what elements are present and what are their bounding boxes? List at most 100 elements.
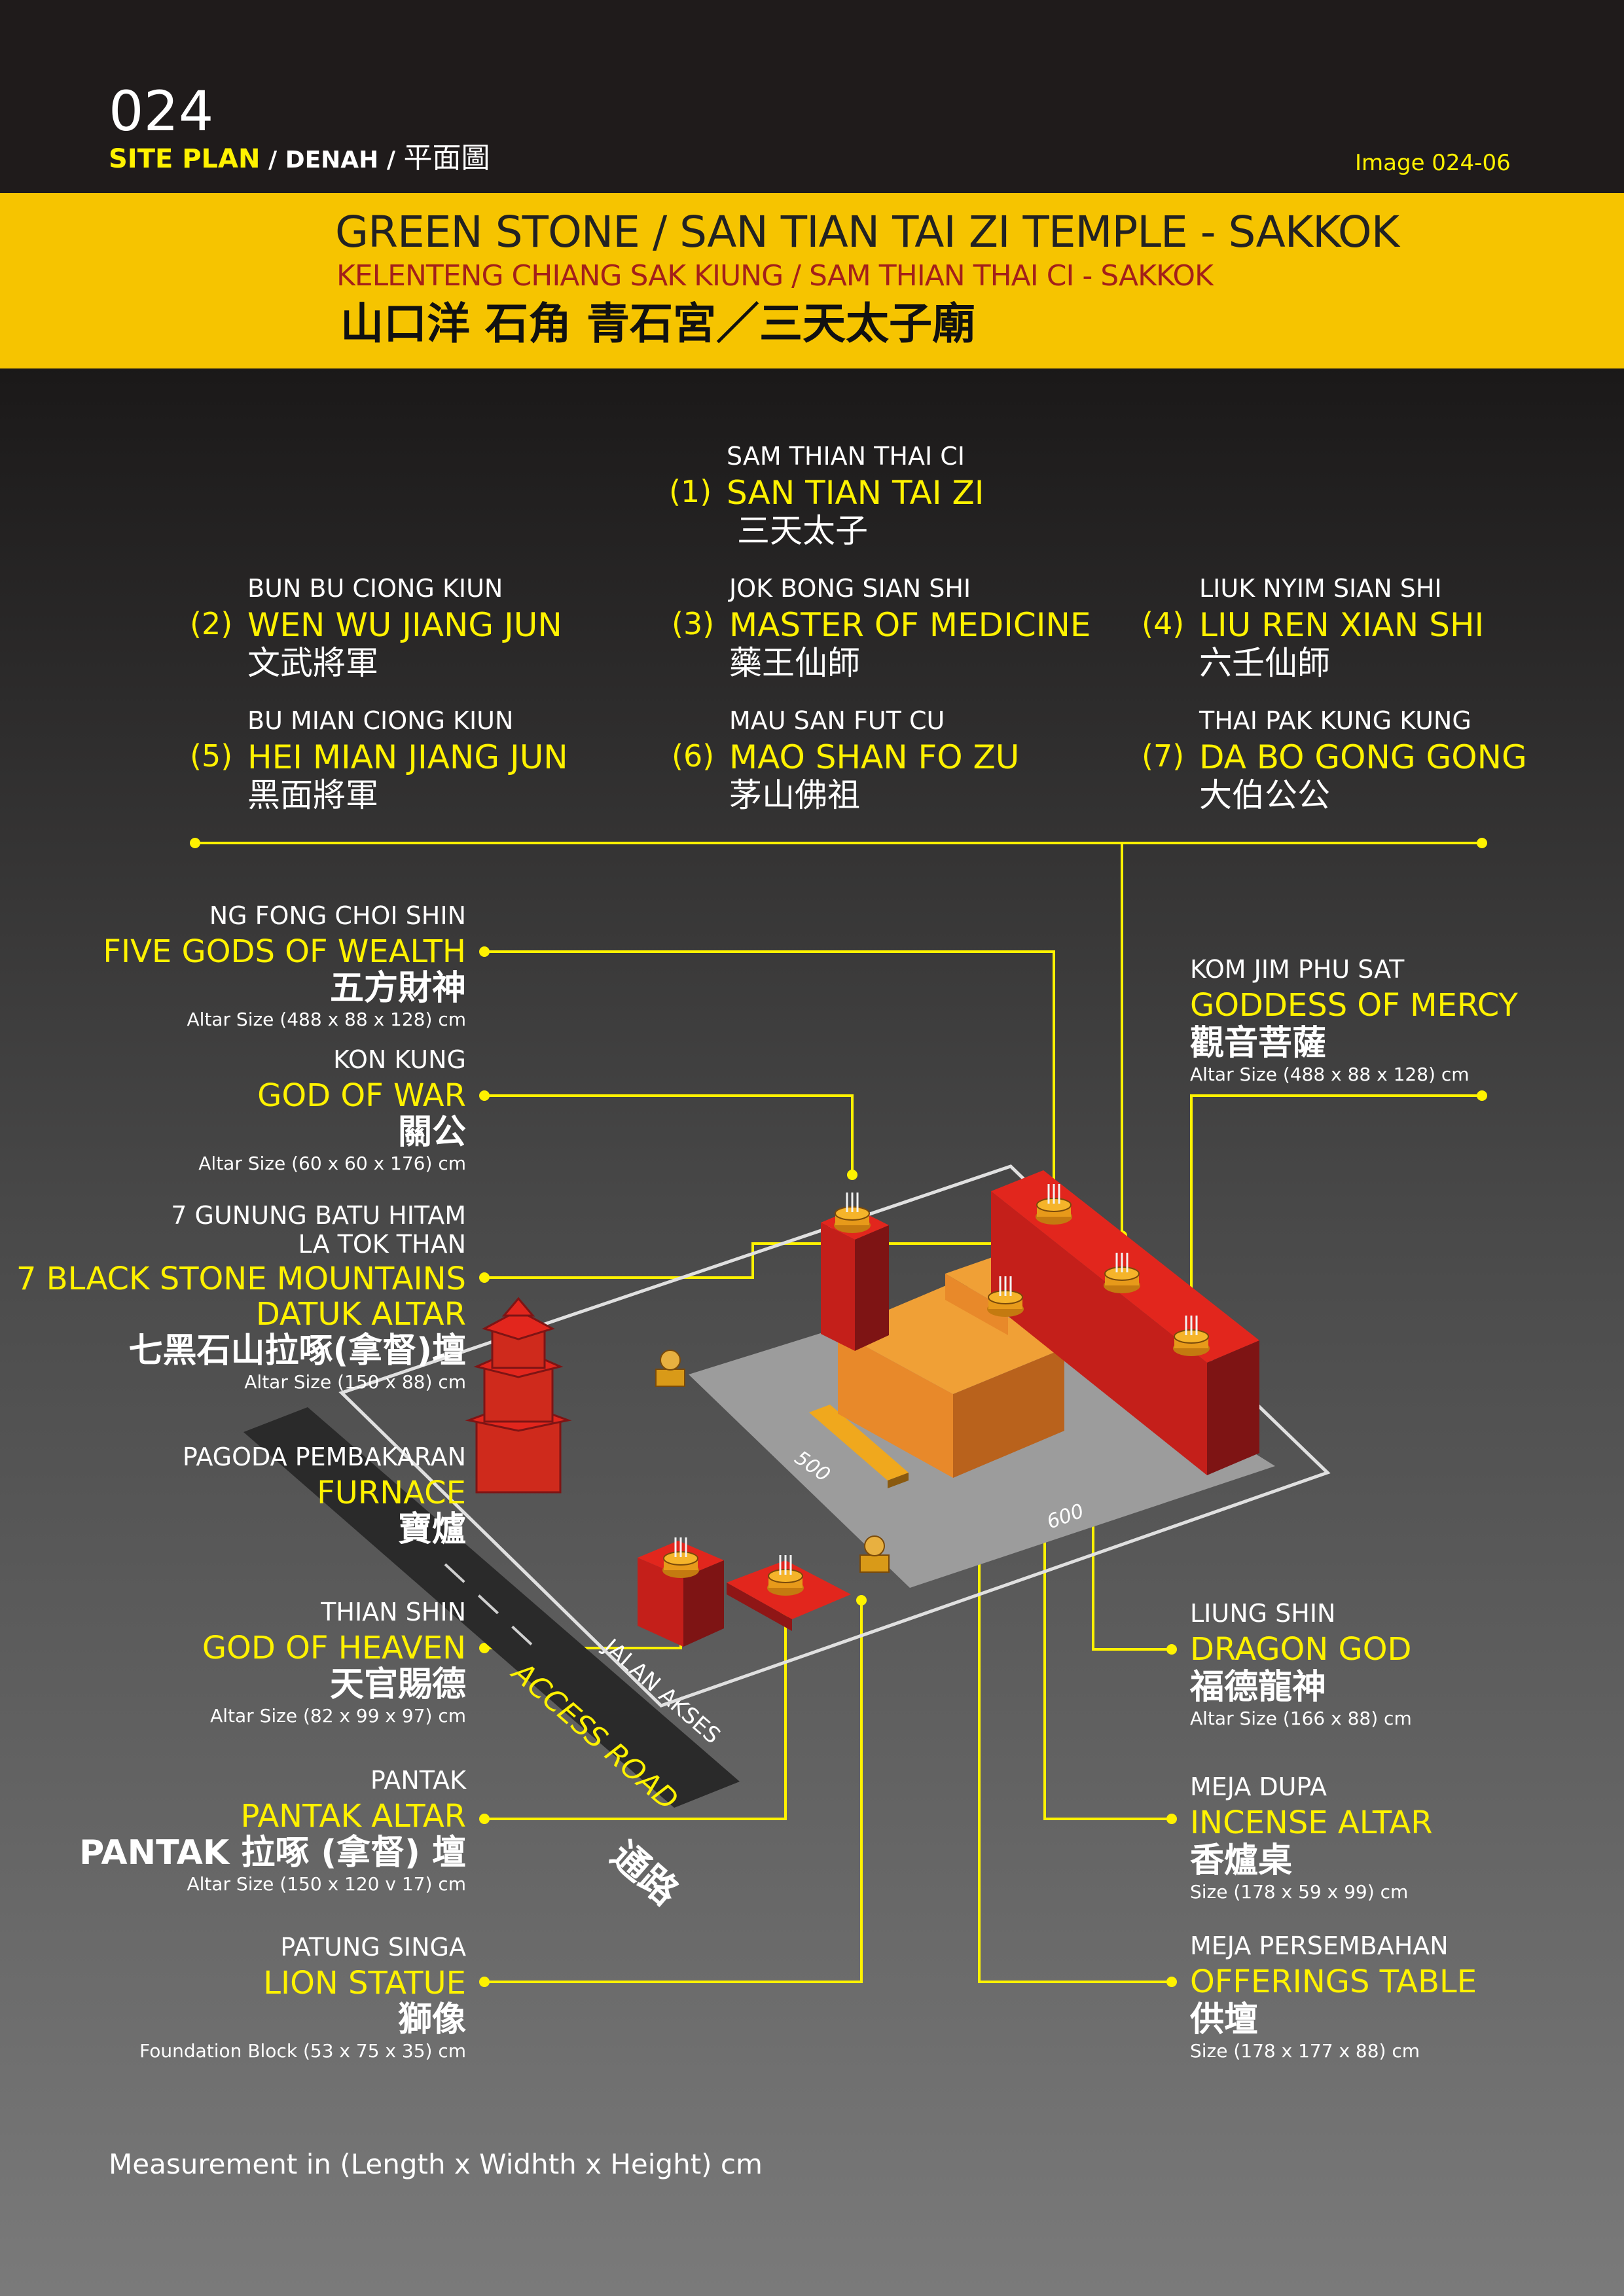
section-title: SITE PLAN / DENAH / 平面圖 — [109, 141, 490, 175]
right-label-1-chinese: 觀音菩薩 — [1190, 1024, 1327, 1063]
left-label-6-chinese: PANTAK 拉啄 (拿督) 壇 — [79, 1833, 466, 1873]
deity-2-dialect: BUN BU CIONG KIUN — [247, 574, 503, 603]
lion-statue-1-figure — [660, 1350, 681, 1371]
offerings-bar-top — [809, 1405, 909, 1480]
altar-wall-side — [1207, 1340, 1259, 1475]
temple-rear-block-front — [945, 1274, 1008, 1335]
callout-dot-dragon-label — [1166, 1644, 1177, 1655]
callout-dot-lion-target — [856, 1595, 867, 1605]
right-label-1-english: GODDESS OF MERCY — [1190, 987, 1518, 1024]
war-pillar-side — [855, 1225, 889, 1351]
title-malay: KELENTENG CHIANG SAK KIUNG / SAM THIAN T… — [336, 259, 1214, 293]
right-label-1-size: Altar Size (488 x 88 x 128) cm — [1190, 1064, 1470, 1085]
left-label-3-dialect: 7 GUNUNG BATU HITAM — [171, 1201, 466, 1230]
image-id: Image 024-06 — [1355, 150, 1511, 176]
callout-line-pantak — [484, 1612, 787, 1820]
deity-3-dialect: JOK BONG SIAN SHI — [729, 574, 971, 603]
left-label-1-chinese: 五方財神 — [329, 969, 466, 1008]
lion-statue-1-block — [655, 1369, 685, 1387]
war-pillar-front — [821, 1223, 855, 1351]
deity-6-chinese: 茅山佛祖 — [729, 776, 860, 814]
title-english: GREEN STONE / SAN TIAN TAI ZI TEMPLE - S… — [335, 207, 1399, 257]
right-label-2-chinese: 福德龍神 — [1190, 1668, 1327, 1707]
deity-7-english: DA BO GONG GONG — [1199, 738, 1527, 776]
heaven-block-side — [683, 1560, 724, 1647]
left-label-3-size: Altar Size (150 x 88) cm — [244, 1371, 466, 1393]
callout-dot-wealth-label — [479, 946, 490, 957]
callout-line-war — [484, 1094, 854, 1175]
left-label-7-dialect: PATUNG SINGA — [280, 1933, 466, 1962]
site-boundary — [338, 1164, 1331, 1708]
left-label-3-english: 7 BLACK STONE MOUNTAINS — [16, 1261, 466, 1297]
deity-2-english: WEN WU JIANG JUN — [247, 606, 562, 644]
title-band — [0, 193, 1624, 368]
deity-7-dialect: THAI PAK KUNG KUNG — [1199, 706, 1471, 735]
right-label-3-dialect: MEJA DUPA — [1190, 1772, 1327, 1801]
deity-5-number: (5) — [190, 738, 233, 774]
deity-1-chinese: 三天太子 — [737, 512, 868, 550]
left-label-2-english: GOD OF WAR — [257, 1077, 466, 1114]
callout-dot-pantak-label — [479, 1814, 490, 1824]
callout-line-mercy — [1190, 1094, 1482, 1304]
left-label-4-english: FURNACE — [317, 1475, 466, 1511]
deity-5-chinese: 黑面將軍 — [247, 776, 378, 814]
deity-2-chinese: 文武將軍 — [247, 644, 378, 682]
left-label-6-english: PANTAK ALTAR — [240, 1798, 466, 1835]
deity-6-english: MAO SHAN FO ZU — [729, 738, 1020, 776]
pagoda-spire — [501, 1297, 535, 1317]
deity-3-chinese: 藥王仙師 — [729, 644, 860, 682]
deity-7-number: (7) — [1142, 738, 1185, 774]
deity-4-english: LIU REN XIAN SHI — [1199, 606, 1485, 644]
left-label-3-dialect2: LA TOK THAN — [298, 1230, 466, 1259]
left-label-4-chinese: 寶爐 — [397, 1510, 466, 1549]
callout-dot-offerings-label — [1166, 1977, 1177, 1987]
left-label-1-english: FIVE GODS OF WEALTH — [103, 933, 466, 970]
right-label-4-dialect: MEJA PERSEMBAHAN — [1190, 1931, 1449, 1960]
right-label-3-english: INCENSE ALTAR — [1190, 1804, 1433, 1841]
deity-4-number: (4) — [1142, 606, 1185, 641]
temple-side-wall — [953, 1348, 1064, 1478]
lion-statue-2-figure — [864, 1535, 885, 1556]
callout-dot-war-label — [479, 1090, 490, 1101]
left-label-2-chinese: 關公 — [397, 1113, 466, 1152]
pantak-slab-front — [727, 1583, 792, 1631]
deity-3-number: (3) — [672, 606, 715, 641]
right-label-2-english: DRAGON GOD — [1190, 1631, 1412, 1668]
deity-1-dialect: SAM THIAN THAI CI — [727, 442, 965, 471]
left-label-1-size: Altar Size (488 x 88 x 128) cm — [187, 1009, 466, 1030]
callout-dot-datuk-label — [479, 1272, 490, 1283]
left-label-7-english: LION STATUE — [263, 1965, 466, 2001]
right-label-4-english: OFFERINGS TABLE — [1190, 1964, 1477, 2000]
left-label-7-size: Foundation Block (53 x 75 x 35) cm — [139, 2040, 466, 2062]
temple-roof — [838, 1284, 1064, 1394]
left-label-3-english2: DATUK ALTAR — [255, 1296, 466, 1333]
callout-dot-mercy-label — [1477, 1090, 1487, 1101]
left-label-6-size: Altar Size (150 x 120 v 17) cm — [187, 1873, 466, 1895]
right-label-2-dialect: LIUNG SHIN — [1190, 1599, 1336, 1628]
left-label-2-size: Altar Size (60 x 60 x 176) cm — [198, 1153, 466, 1174]
deity-5-dialect: BU MIAN CIONG KIUN — [247, 706, 514, 735]
left-label-1-dialect: NG FONG CHOI SHIN — [209, 901, 466, 930]
deity-6-number: (6) — [672, 738, 715, 774]
callout-line-wealth — [484, 950, 1055, 1194]
left-label-4-dialect: PAGODA PEMBAKARAN — [182, 1443, 466, 1471]
right-label-4-chinese: 供壇 — [1190, 2000, 1259, 2039]
heaven-block-front — [638, 1558, 683, 1647]
left-label-5-english: GOD OF HEAVEN — [202, 1630, 466, 1666]
altar-wall-front — [991, 1191, 1207, 1475]
temple-front-wall — [838, 1331, 953, 1478]
lion-statue-2-block — [859, 1554, 890, 1573]
bracket-end-dot-right — [1477, 838, 1487, 848]
right-label-3-chinese: 香爐桌 — [1190, 1841, 1293, 1880]
deity-3-english: MASTER OF MEDICINE — [729, 606, 1091, 644]
left-label-5-size: Altar Size (82 x 99 x 97) cm — [210, 1705, 466, 1727]
deity-4-chinese: 六壬仙師 — [1199, 644, 1330, 682]
left-label-5-dialect: THIAN SHIN — [321, 1598, 466, 1626]
bracket-end-dot-left — [190, 838, 200, 848]
measurement-note: Measurement in (Length x Widhth x Height… — [109, 2148, 763, 2180]
deity-5-english: HEI MIAN JIANG JUN — [247, 738, 568, 776]
deity-4-dialect: LIUK NYIM SIAN SHI — [1199, 574, 1442, 603]
callout-dot-heaven-label — [479, 1643, 490, 1653]
